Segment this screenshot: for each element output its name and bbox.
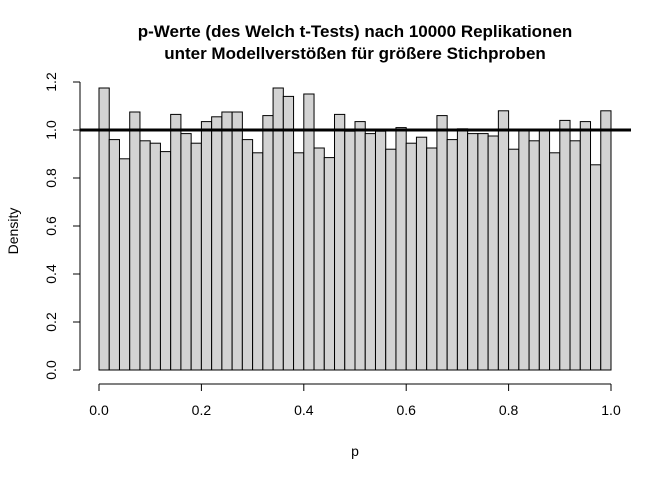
histogram-bar bbox=[129, 111, 141, 371]
histogram-bar bbox=[262, 115, 274, 371]
histogram-bar bbox=[139, 140, 151, 371]
histogram-bar bbox=[559, 119, 571, 371]
histogram-bar bbox=[497, 110, 510, 371]
x-tick-label: 0.4 bbox=[294, 402, 314, 418]
histogram-bar bbox=[231, 111, 243, 371]
x-tick-label: 0.2 bbox=[192, 402, 212, 418]
y-tick-label: 0.6 bbox=[43, 216, 59, 236]
histogram-bar bbox=[149, 142, 161, 371]
histogram-bar bbox=[344, 130, 356, 371]
histogram-bar bbox=[293, 152, 305, 371]
x-tick-label: 0.8 bbox=[499, 402, 519, 418]
histogram-bar bbox=[487, 135, 499, 371]
histogram-bar bbox=[241, 139, 254, 371]
histogram-bar bbox=[549, 152, 561, 371]
histogram-bar bbox=[221, 111, 233, 371]
y-tick-label: 0.8 bbox=[43, 168, 59, 188]
histogram-bar bbox=[354, 121, 366, 371]
histogram-bar bbox=[415, 136, 428, 371]
histogram-bar bbox=[211, 116, 223, 371]
histogram-bar bbox=[600, 110, 612, 371]
y-axis: 0.0 0.2 0.4 0.6 0.8 1.0 1.2 bbox=[43, 72, 81, 380]
histogram-bar bbox=[252, 152, 264, 371]
histogram-bar bbox=[456, 128, 469, 371]
histogram-bar bbox=[405, 142, 417, 371]
x-axis: 0.0 0.2 0.4 0.6 0.8 1.0 bbox=[89, 383, 621, 418]
x-tick-label: 0.6 bbox=[396, 402, 416, 418]
histogram-bar bbox=[446, 139, 458, 371]
histogram-bar bbox=[467, 133, 479, 371]
histogram-bar bbox=[303, 93, 315, 371]
histogram-bars bbox=[98, 87, 612, 371]
chart-title-line2: unter Modellverstößen für größere Stichp… bbox=[164, 44, 546, 63]
histogram-bar bbox=[426, 147, 438, 371]
histogram-bar bbox=[518, 129, 530, 371]
histogram-bar bbox=[374, 130, 387, 371]
y-tick-label: 0.4 bbox=[43, 264, 59, 284]
histogram-bar bbox=[385, 148, 397, 371]
y-tick-label: 0.2 bbox=[43, 312, 59, 332]
histogram-bar bbox=[282, 95, 295, 371]
y-axis-label: Density bbox=[5, 208, 21, 255]
x-tick-label: 1.0 bbox=[601, 402, 621, 418]
x-axis-label: p bbox=[351, 443, 359, 459]
histogram-bar bbox=[159, 151, 172, 371]
histogram-bar bbox=[508, 148, 520, 371]
histogram-bar bbox=[180, 133, 192, 371]
histogram-bar bbox=[436, 115, 448, 371]
histogram-bar bbox=[108, 139, 120, 371]
histogram-bar bbox=[200, 121, 213, 371]
histogram-bar bbox=[190, 142, 202, 371]
histogram-bar bbox=[477, 133, 489, 371]
chart-title-line1: p-Werte (des Welch t-Tests) nach 10000 R… bbox=[138, 22, 573, 41]
histogram-bar bbox=[170, 113, 182, 371]
histogram-bar bbox=[569, 140, 581, 371]
histogram-bar bbox=[528, 140, 540, 371]
y-tick-label: 1.2 bbox=[43, 72, 59, 92]
histogram-bar bbox=[323, 157, 336, 371]
histogram-bar bbox=[590, 164, 602, 371]
y-tick-label: 1.0 bbox=[43, 120, 59, 140]
histogram-bar bbox=[118, 158, 131, 371]
histogram-bar bbox=[334, 113, 346, 371]
histogram-bar bbox=[579, 121, 592, 371]
histogram-bar bbox=[364, 133, 376, 371]
x-tick-label: 0.0 bbox=[89, 402, 109, 418]
histogram-bar bbox=[538, 129, 551, 371]
y-tick-label: 0.0 bbox=[43, 360, 59, 380]
histogram-bar bbox=[313, 147, 325, 371]
histogram-bar bbox=[395, 127, 407, 371]
